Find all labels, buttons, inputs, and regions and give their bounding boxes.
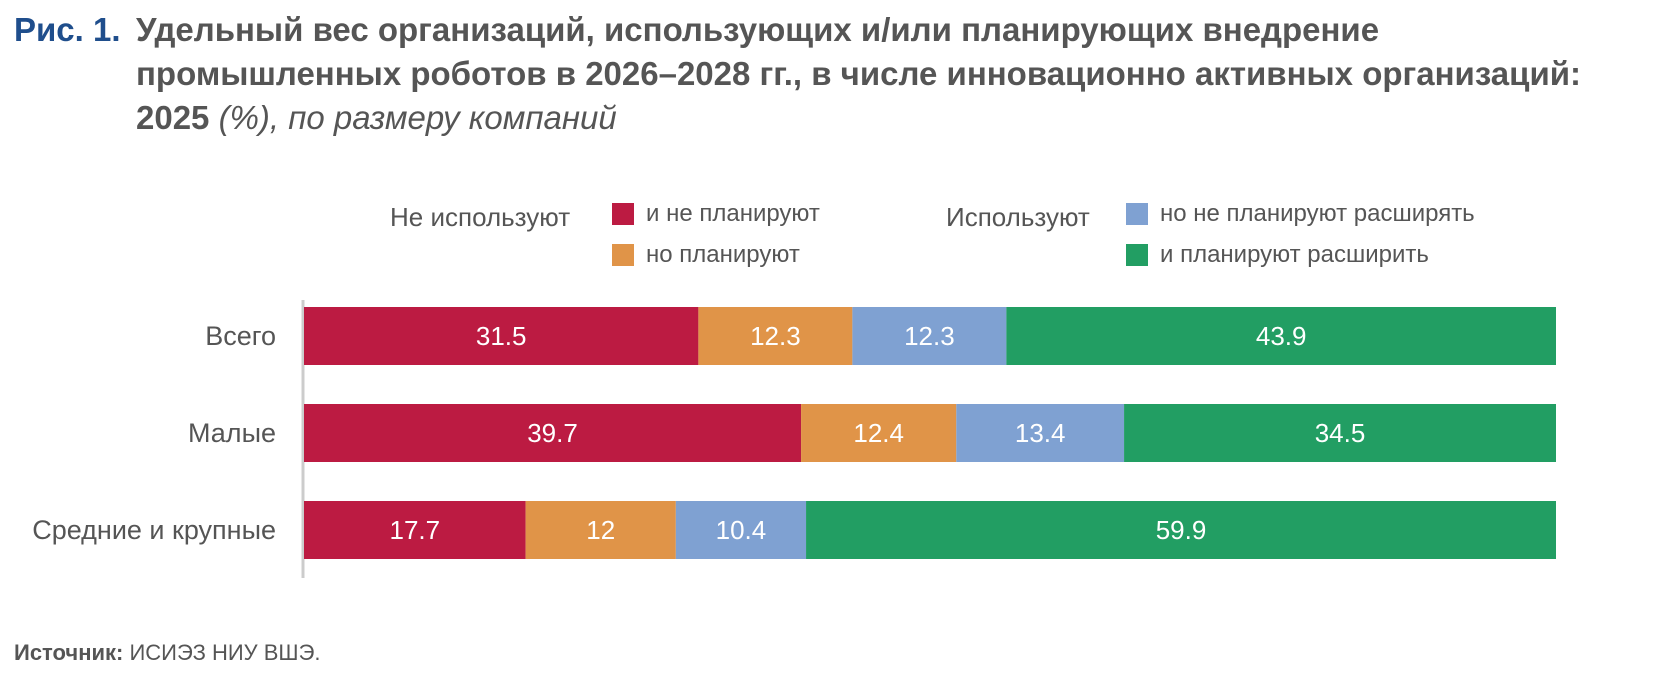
legend-item-not-planning-expand: но не планируют расширять — [1126, 200, 1475, 228]
figure-label: Рис. 1. — [14, 11, 121, 48]
bar-segment-and-not-planning — [304, 501, 526, 559]
stacked-bar-chart: Всего 31.5 12.3 12.3 43.9 Малые 39.7 12.4 13.4 34… — [32, 300, 1556, 578]
legend-swatch-but-planning — [612, 244, 634, 266]
data-label: 12.4 — [853, 418, 904, 448]
legend-label: но планируют — [646, 241, 800, 268]
category-label: Средние и крупные — [32, 515, 276, 545]
data-label: 43.9 — [1256, 321, 1307, 351]
legend-item-but-planning: но планируют — [612, 241, 800, 269]
category-label: Всего — [205, 321, 276, 351]
bar-segment-but-planning — [525, 501, 676, 559]
legend-label: но не планируют расширять — [1160, 200, 1475, 227]
data-label: 34.5 — [1315, 418, 1366, 448]
data-label: 12.3 — [750, 321, 801, 351]
bar-segment-but-planning — [801, 404, 957, 462]
bar-segment-not-planning-expand — [675, 501, 807, 559]
bar-segment-planning-expand — [1124, 404, 1556, 462]
legend-swatch-not-planning-expand — [1126, 203, 1148, 225]
chart-title: Удельный вес организаций, использующих и… — [136, 8, 1636, 140]
source-text: ИСИЭЗ НИУ ВШЭ. — [129, 640, 321, 665]
data-label: 39.7 — [527, 418, 578, 448]
legend-swatch-and-not-planning — [612, 203, 634, 225]
legend-swatch-planning-expand — [1126, 244, 1148, 266]
data-label: 17.7 — [389, 515, 440, 545]
legend-group-not-using: Не используют — [390, 202, 571, 232]
chart-title-unit: (%), по размеру компаний — [218, 99, 617, 136]
bar-segment-but-planning — [698, 307, 853, 365]
legend-group-using: Используют — [946, 202, 1090, 232]
bar-segment-planning-expand — [1006, 307, 1556, 365]
source-label: Источник: — [14, 640, 124, 665]
data-label: 31.5 — [476, 321, 527, 351]
data-label: 59.9 — [1156, 515, 1207, 545]
chart-title-main: Удельный вес организаций, использующих и… — [136, 11, 1582, 136]
data-label: 13.4 — [1015, 418, 1066, 448]
legend-item-and-not-planning: и не планируют — [612, 200, 820, 228]
legend-label: и планируют расширить — [1160, 241, 1429, 268]
data-label: 12 — [586, 515, 615, 545]
data-label: 12.3 — [904, 321, 955, 351]
legend-label: и не планируют — [646, 200, 820, 227]
source-note: Источник: ИСИЭЗ НИУ ВШЭ. — [14, 640, 321, 666]
bar-segment-and-not-planning — [304, 404, 802, 462]
bar-segment-not-planning-expand — [956, 404, 1125, 462]
bar-segment-and-not-planning — [304, 307, 699, 365]
category-label: Малые — [188, 418, 276, 448]
data-label: 10.4 — [716, 515, 767, 545]
bar-segment-not-planning-expand — [852, 307, 1007, 365]
legend-item-planning-expand: и планируют расширить — [1126, 241, 1429, 269]
bar-segment-planning-expand — [806, 501, 1556, 559]
